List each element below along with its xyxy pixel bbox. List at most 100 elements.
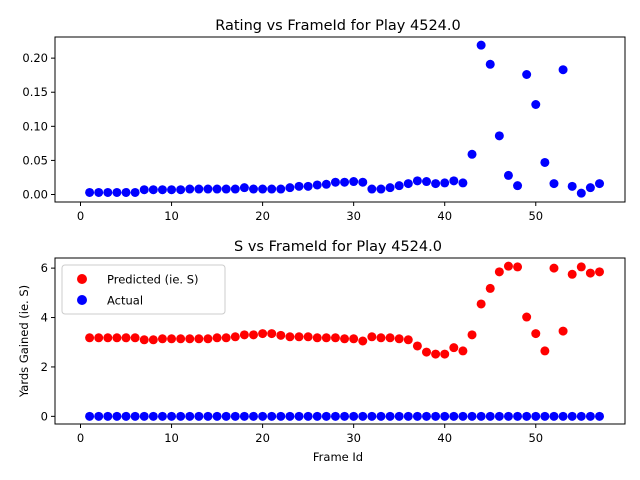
rating-chart-point: [139, 185, 149, 195]
s-chart-point: [340, 411, 350, 421]
s-chart-point: [412, 341, 422, 351]
s-chart-point: [431, 411, 441, 421]
s-chart-point: [112, 411, 122, 421]
s-chart-xtick-label: 0: [77, 431, 84, 445]
s-chart-point: [267, 411, 277, 421]
s-chart-point: [303, 411, 313, 421]
rating-chart-point: [358, 177, 368, 187]
rating-chart-point: [576, 188, 586, 198]
s-chart-point: [103, 411, 113, 421]
s-chart-point: [540, 411, 550, 421]
rating-chart-point: [185, 184, 195, 194]
s-chart-point: [567, 411, 577, 421]
s-chart: S vs FrameId for Play 4524.0 0 10 20 30 …: [17, 239, 626, 464]
s-chart-point: [385, 333, 395, 343]
s-chart-point: [294, 411, 304, 421]
s-chart-point: [431, 349, 441, 359]
s-chart-point: [157, 334, 167, 344]
s-chart-point: [285, 332, 295, 342]
rating-chart-point: [476, 40, 486, 50]
rating-chart-point: [349, 177, 359, 187]
s-chart-point: [221, 411, 231, 421]
s-chart-point: [531, 329, 541, 339]
rating-chart-point: [194, 184, 204, 194]
rating-chart-point: [85, 187, 95, 197]
s-chart-point: [503, 411, 513, 421]
s-chart-point: [585, 268, 595, 278]
s-chart-point: [276, 330, 286, 340]
s-chart-point: [403, 411, 413, 421]
s-chart-point: [148, 411, 158, 421]
rating-chart-point: [403, 179, 413, 189]
s-chart-point: [157, 411, 167, 421]
legend-marker-actual: [77, 295, 87, 305]
rating-chart-point: [513, 181, 523, 191]
s-chart-point: [294, 332, 304, 342]
s-chart-point: [458, 346, 468, 356]
s-chart-xtick-labels: 0 10 20 30 40 50: [77, 431, 543, 445]
rating-chart-point: [567, 181, 577, 191]
s-chart-point: [176, 411, 186, 421]
rating-chart-point: [585, 183, 595, 193]
rating-chart-point: [303, 181, 313, 191]
rating-chart-point: [276, 184, 286, 194]
s-chart-point: [576, 411, 586, 421]
s-chart-point: [139, 335, 149, 345]
s-chart-point: [549, 411, 559, 421]
s-chart-points: [85, 261, 605, 421]
s-chart-point: [576, 262, 586, 272]
rating-chart-point: [157, 185, 167, 195]
rating-chart-point: [385, 183, 395, 193]
s-chart-point: [549, 263, 559, 273]
rating-chart-point: [239, 183, 249, 193]
s-chart-point: [121, 411, 131, 421]
s-chart-point: [485, 411, 495, 421]
s-chart-point: [94, 333, 104, 343]
s-chart-point: [503, 261, 513, 271]
s-chart-point: [239, 411, 249, 421]
s-chart-point: [340, 334, 350, 344]
rating-chart-point: [148, 185, 158, 195]
legend-label-predicted: Predicted (ie. S): [107, 273, 199, 287]
s-chart-point: [595, 267, 605, 277]
s-chart-point: [467, 330, 477, 340]
s-chart-point: [367, 332, 377, 342]
legend-marker-predicted: [77, 274, 87, 284]
rating-chart-point: [376, 184, 386, 194]
s-chart-point: [239, 330, 249, 340]
s-chart-point: [585, 411, 595, 421]
rating-chart-point: [412, 176, 422, 186]
s-chart-point: [494, 411, 504, 421]
rating-chart-point: [440, 178, 450, 188]
rating-chart-xtick-label: 50: [528, 209, 543, 223]
s-chart-axes-frame: [54, 257, 626, 425]
s-chart-point: [449, 343, 459, 353]
s-chart-point: [358, 336, 368, 346]
rating-chart-xtick-label: 20: [255, 209, 270, 223]
rating-chart-ytick-label: 0.05: [22, 153, 48, 167]
rating-chart-point: [167, 185, 177, 195]
s-chart-point: [440, 411, 450, 421]
s-chart-point: [394, 411, 404, 421]
rating-chart-ytick-labels: 0.00 0.05 0.10 0.15 0.20: [22, 51, 48, 201]
rating-chart-ytick-label: 0.00: [22, 188, 48, 202]
s-chart-point: [513, 411, 523, 421]
rating-chart-title: Rating vs FrameId for Play 4524.0: [215, 18, 461, 34]
s-chart-point: [185, 334, 195, 344]
s-chart-point: [312, 411, 322, 421]
s-chart-ytick-label: 6: [41, 261, 48, 275]
s-chart-point: [312, 333, 322, 343]
rating-chart-point: [522, 70, 532, 79]
s-chart-point: [422, 347, 432, 357]
s-chart-point: [194, 334, 204, 344]
s-chart-point: [203, 411, 213, 421]
rating-chart-xtick-label: 10: [164, 209, 179, 223]
rating-chart-point: [312, 180, 322, 190]
s-chart-ytick-labels: 0 2 4 6: [41, 261, 48, 423]
s-chart-point: [103, 333, 113, 343]
rating-chart-point: [103, 187, 113, 197]
s-chart-ytick-label: 2: [41, 360, 48, 374]
s-chart-xlabel: Frame Id: [313, 450, 363, 464]
